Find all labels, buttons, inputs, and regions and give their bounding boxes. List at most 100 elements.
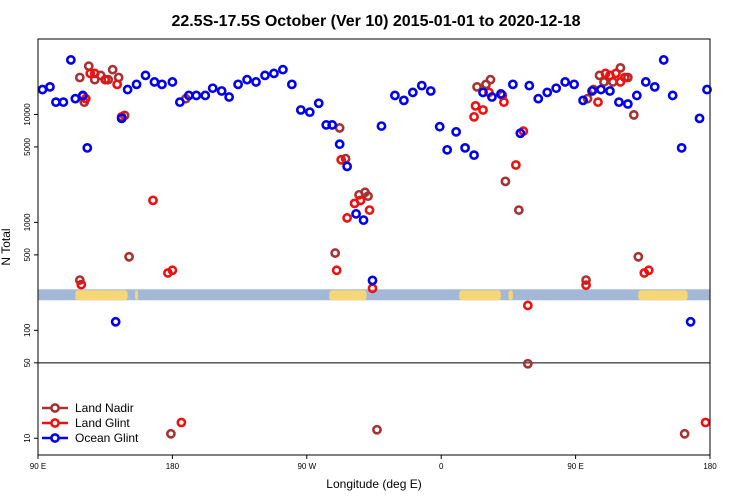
- land-glint-point: [470, 101, 481, 111]
- ocean-glint-point: [77, 90, 88, 101]
- land-glint-point: [510, 160, 521, 170]
- ocean-glint-point: [216, 86, 227, 96]
- ocean-glint-point: [460, 142, 470, 153]
- land-glint-point: [611, 68, 621, 79]
- y-ticks: 10 50 100 500 1000 5000 10000: [23, 103, 38, 443]
- land-nadir-point: [628, 110, 639, 120]
- x-tick-label: 0: [439, 462, 444, 471]
- ocean-glint-point: [242, 74, 252, 85]
- land-glint-point: [100, 74, 111, 85]
- ocean-glint-point: [649, 81, 660, 92]
- ocean-glint-point: [425, 86, 436, 96]
- x-tick-label: 180: [703, 462, 717, 471]
- x-tick-label: 90 W: [297, 462, 316, 471]
- ocean-glint-point: [507, 79, 518, 90]
- ocean-glint-point: [342, 161, 353, 172]
- ocean-glint-point: [334, 139, 345, 150]
- ocean-glint-point: [542, 87, 553, 98]
- chart-title: 22.5S-17.5S October (Ver 10) 2015-01-01 …: [171, 13, 580, 30]
- ocean-glint-point: [200, 90, 211, 101]
- ocean-glint-point: [596, 84, 606, 95]
- land-glint-point: [85, 68, 96, 79]
- legend-label-land-glint: Land Glint: [75, 416, 130, 430]
- ocean-glint-point: [560, 77, 571, 87]
- ocean-glint-point: [442, 144, 453, 155]
- land-nadir-point: [363, 191, 373, 202]
- ocean-glint-point: [622, 99, 633, 109]
- ocean-glint-point: [658, 55, 669, 65]
- ocean-glint-point: [140, 70, 151, 81]
- data-points: [37, 55, 712, 439]
- ocean-glint-point: [286, 79, 297, 90]
- ocean-glint-point: [45, 81, 55, 92]
- ocean-glint-point: [478, 87, 488, 98]
- x-tick-label: 180: [166, 462, 180, 471]
- ocean-glint-point: [116, 113, 127, 124]
- y-tick-label: 50: [23, 358, 32, 367]
- ocean-glint-point: [605, 86, 615, 96]
- ocean-glint-point: [702, 84, 712, 95]
- land-glint-point: [700, 417, 711, 428]
- x-tick-label: 90 E: [30, 462, 46, 471]
- land-segment: [638, 290, 688, 301]
- land-glint-point: [364, 205, 375, 215]
- land-glint-point: [342, 213, 353, 223]
- land-nadir-point: [334, 123, 345, 133]
- ocean-glint-point: [676, 142, 687, 153]
- legend-marker-ocean-glint: [50, 433, 60, 443]
- ocean-glint-point: [640, 77, 651, 87]
- land-glint-point: [469, 111, 479, 122]
- land-band: [38, 289, 710, 301]
- y-tick-label: 100: [23, 323, 32, 337]
- ocean-glint-point: [224, 92, 235, 102]
- land-nadir-point: [107, 64, 118, 75]
- land-glint-point: [367, 283, 378, 294]
- land-nadir-point: [522, 358, 533, 369]
- ocean-glint-point: [167, 77, 178, 87]
- ocean-glint-point: [278, 64, 288, 75]
- ocean-glint-point: [451, 126, 462, 137]
- y-tick-label: 10: [23, 433, 32, 442]
- land-glint-point: [176, 417, 187, 428]
- ocean-glint-point: [260, 70, 270, 81]
- land-nadir-point: [472, 81, 482, 92]
- y-tick-label: 5000: [23, 137, 32, 155]
- land-glint-point: [643, 265, 654, 276]
- x-tick-label: 90 E: [567, 462, 583, 471]
- legend-marker-land-glint: [50, 418, 60, 428]
- land-segment: [75, 290, 128, 301]
- ocean-glint-point: [37, 84, 48, 95]
- ocean-glint-point: [131, 79, 142, 90]
- land-nadir-point: [330, 248, 341, 258]
- land-glint-point: [89, 68, 100, 79]
- ocean-glint-point: [524, 80, 535, 91]
- ocean-glint-point: [398, 95, 409, 106]
- land-glint-point: [76, 279, 87, 290]
- ocean-glint-point: [269, 68, 279, 79]
- ocean-glint-point: [390, 90, 400, 101]
- land-nadir-point: [372, 424, 382, 435]
- ocean-glint-point: [416, 80, 427, 91]
- ocean-glint-point: [82, 142, 93, 153]
- ocean-glint-point: [351, 208, 361, 219]
- ocean-glint-point: [65, 55, 76, 65]
- ocean-glint-point: [149, 77, 160, 87]
- land-nadir-point: [124, 251, 134, 262]
- land-glint-point: [167, 265, 178, 276]
- land-glint-point: [355, 195, 366, 206]
- ocean-glint-point: [110, 316, 121, 327]
- land-glint-point: [522, 300, 533, 311]
- ocean-glint-point: [207, 83, 218, 94]
- ocean-glint-point: [191, 90, 202, 101]
- ocean-glint-point: [587, 86, 597, 96]
- ocean-glint-point: [614, 97, 624, 108]
- land-segment: [459, 290, 501, 301]
- ocean-glint-point: [251, 77, 261, 87]
- land-nadir-point: [74, 275, 85, 286]
- x-axis-label: Longitude (deg E): [326, 477, 421, 491]
- legend-label-ocean-glint: Ocean Glint: [75, 431, 139, 445]
- ocean-glint-point: [304, 107, 315, 118]
- land-nadir-point: [74, 72, 85, 83]
- land-segment: [135, 290, 139, 301]
